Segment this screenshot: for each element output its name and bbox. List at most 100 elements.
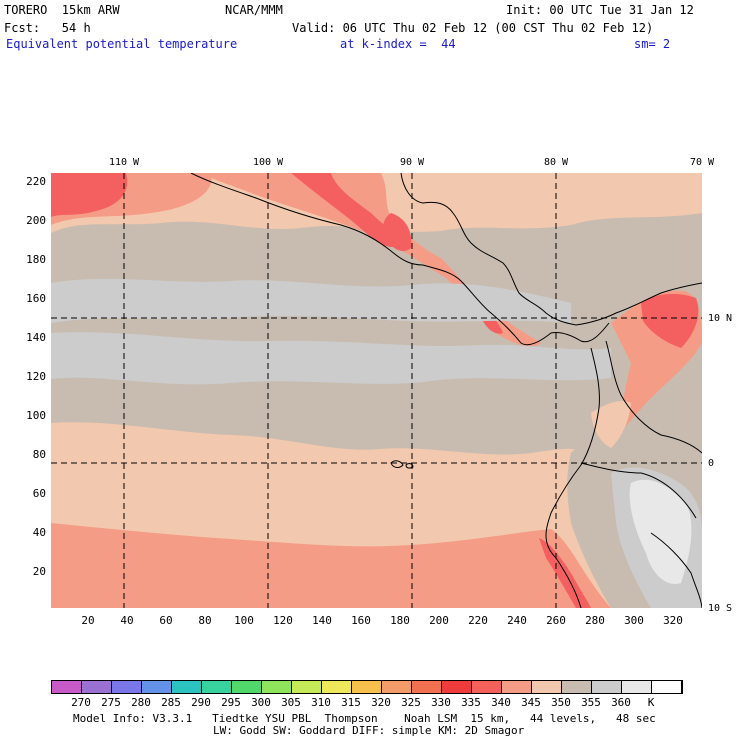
colorbar-swatch xyxy=(322,681,352,693)
x-tick: 140 xyxy=(312,614,332,627)
lat-label: 0 xyxy=(708,458,715,469)
colorbar-label: 320 xyxy=(371,696,391,709)
x-tick: 120 xyxy=(273,614,293,627)
coastline-mexico xyxy=(190,173,610,346)
lat-label: 10 N xyxy=(708,313,733,324)
colorbar-swatch xyxy=(412,681,442,693)
x-tick: 40 xyxy=(120,614,134,627)
colorbar-label: 330 xyxy=(431,696,451,709)
colorbar-swatch xyxy=(592,681,622,693)
colorbar-label: 340 xyxy=(491,696,511,709)
colorbar-swatch xyxy=(502,681,532,693)
field-name: Equivalent potential temperature xyxy=(6,37,238,51)
y-tick: 120 xyxy=(26,370,46,383)
map-canvas xyxy=(51,173,702,608)
y-tick: 140 xyxy=(26,331,46,344)
colorbar-swatch xyxy=(202,681,232,693)
y-tick: 160 xyxy=(26,292,46,305)
colorbar-label: 300 xyxy=(251,696,271,709)
colorbar-label: 305 xyxy=(281,696,301,709)
warm-colombia xyxy=(591,401,631,448)
y-tick: 100 xyxy=(26,409,46,422)
map-panel xyxy=(51,173,702,608)
colorbar-swatch xyxy=(262,681,292,693)
physics-info: LW: Godd SW: Goddard DIFF: simple KM: 2D… xyxy=(213,724,525,737)
colorbar-label: 310 xyxy=(311,696,331,709)
x-tick: 280 xyxy=(585,614,605,627)
y-tick: 220 xyxy=(26,175,46,188)
y-tick: 80 xyxy=(32,448,46,461)
colorbar-label: 350 xyxy=(551,696,571,709)
y-tick: 180 xyxy=(26,253,46,266)
model-info: Model Info: V3.3.1 Tiedtke YSU PBL Thomp… xyxy=(73,712,656,725)
colorbar-label: 355 xyxy=(581,696,601,709)
coastline-south-america xyxy=(575,282,702,326)
hot-central-america xyxy=(291,173,401,248)
x-tick: 160 xyxy=(351,614,371,627)
coastlines xyxy=(190,173,702,608)
coastline-caribbean xyxy=(470,242,577,326)
colorbar-label: 325 xyxy=(401,696,421,709)
colorbar-swatch xyxy=(142,681,172,693)
hottest-zone-nw xyxy=(51,173,128,217)
x-tick: 100 xyxy=(234,614,254,627)
colorbar-swatch xyxy=(112,681,142,693)
x-tick: 20 xyxy=(81,614,95,627)
coldest-south-america xyxy=(629,479,692,584)
colorbar-label: 360 xyxy=(611,696,631,709)
hot-venezuela xyxy=(641,293,699,348)
warm-central-america xyxy=(201,173,541,347)
cool-band-1 xyxy=(51,278,571,323)
colorbar-label: 295 xyxy=(221,696,241,709)
border-bolivia xyxy=(650,532,702,608)
x-tick: 180 xyxy=(390,614,410,627)
border-colombia xyxy=(605,340,702,454)
valid-time: Valid: 06 UTC Thu 02 Feb 12 (00 CST Thu … xyxy=(292,21,654,35)
coastline-pacific-sa xyxy=(545,347,600,608)
smoothing-label: sm= 2 xyxy=(634,37,671,51)
y-tick: 200 xyxy=(26,214,46,227)
x-tick: 240 xyxy=(507,614,527,627)
cool-band-2 xyxy=(51,332,611,385)
y-tick: 40 xyxy=(32,526,46,539)
colorbar-swatch xyxy=(352,681,382,693)
colorbar xyxy=(51,680,683,694)
lat-lon-grid xyxy=(51,173,702,608)
colorbar-swatch xyxy=(82,681,112,693)
warmer-band-south xyxy=(51,523,611,608)
x-tick: 60 xyxy=(159,614,173,627)
x-tick: 320 xyxy=(663,614,683,627)
colorbar-swatch xyxy=(52,681,82,693)
lon-label: 80 W xyxy=(543,157,569,168)
lon-label: 90 W xyxy=(399,157,425,168)
lon-label: 100 W xyxy=(252,157,284,168)
lon-label: 110 W xyxy=(108,157,140,168)
colorbar-label: 315 xyxy=(341,696,361,709)
colorbar-swatch xyxy=(292,681,322,693)
model-title: TORERO 15km ARW xyxy=(4,3,120,17)
colorbar-swatch xyxy=(532,681,562,693)
x-tick: 200 xyxy=(429,614,449,627)
colorbar-label: 280 xyxy=(131,696,151,709)
hot-guatemala xyxy=(383,213,412,252)
x-tick: 220 xyxy=(468,614,488,627)
y-tick: 20 xyxy=(32,565,46,578)
colorbar-label: 345 xyxy=(521,696,541,709)
colorbar-label: 275 xyxy=(101,696,121,709)
x-tick: 300 xyxy=(624,614,644,627)
colorbar-swatch xyxy=(562,681,592,693)
border-peru xyxy=(580,462,697,519)
colorbar-label: 290 xyxy=(191,696,211,709)
colorbar-label: 270 xyxy=(71,696,91,709)
colorbar-label: K xyxy=(647,696,655,709)
forecast-hour: Fcst: 54 h xyxy=(4,21,91,35)
colorbar-swatch xyxy=(652,681,682,693)
x-tick: 260 xyxy=(546,614,566,627)
colorbar-swatch xyxy=(232,681,262,693)
lon-label: 70 W xyxy=(689,157,715,168)
colorbar-swatch xyxy=(172,681,202,693)
init-time: Init: 00 UTC Tue 31 Jan 12 xyxy=(506,3,694,17)
lat-label: 10 S xyxy=(708,603,733,614)
center-label: NCAR/MMM xyxy=(225,3,283,17)
x-tick: 80 xyxy=(198,614,212,627)
